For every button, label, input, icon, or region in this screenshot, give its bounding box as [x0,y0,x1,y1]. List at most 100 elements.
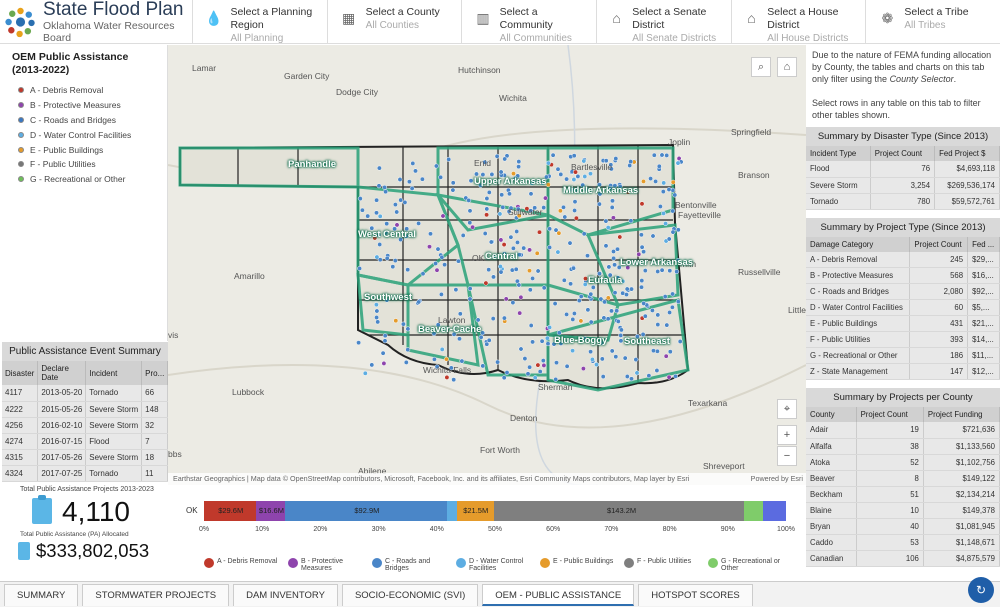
project-point[interactable] [567,240,573,246]
project-point[interactable] [494,153,500,159]
bar-segment[interactable] [447,501,457,521]
project-point[interactable] [625,189,631,195]
project-point[interactable] [651,348,656,354]
project-point[interactable] [603,218,609,224]
project-point[interactable] [470,224,476,230]
project-point[interactable] [404,226,410,232]
project-point[interactable] [545,341,551,347]
table-row[interactable]: Canadian 106 $4,875,579 [806,550,1000,567]
project-point[interactable] [521,245,527,251]
project-point[interactable] [457,311,463,317]
table-row[interactable]: 4222 2015-05-26 Severe Storm 148 [2,401,168,418]
project-point[interactable] [374,210,379,216]
project-point[interactable] [571,265,576,271]
project-point[interactable] [620,278,626,284]
project-point[interactable] [474,171,479,177]
project-point[interactable] [603,243,609,249]
project-point[interactable] [655,312,661,318]
project-point[interactable] [661,210,666,216]
project-point[interactable] [516,159,522,165]
project-point[interactable] [369,225,375,231]
project-point[interactable] [433,163,439,169]
project-point[interactable] [501,375,507,381]
project-point[interactable] [613,156,619,162]
project-point[interactable] [446,156,452,162]
table-row[interactable]: Caddo 53 $1,148,671 [806,534,1000,551]
project-point[interactable] [459,358,465,364]
project-point[interactable] [515,239,520,245]
project-point[interactable] [527,247,533,253]
project-point[interactable] [453,287,459,293]
column-header[interactable]: Project Funding [923,407,1000,422]
project-point[interactable] [512,175,518,181]
project-point[interactable] [622,355,628,361]
table-row[interactable]: Bryan 40 $1,081,945 [806,518,1000,535]
project-point[interactable] [397,177,403,182]
project-point[interactable] [601,315,607,321]
project-point[interactable] [483,280,489,286]
project-point[interactable] [484,196,490,201]
project-point[interactable] [639,284,644,290]
column-header[interactable]: Incident [85,361,143,385]
project-point[interactable] [409,185,415,191]
project-point[interactable] [502,251,507,257]
project-point[interactable] [618,332,624,338]
table-row[interactable]: 4117 2013-05-20 Tornado 66 [2,385,168,402]
bar-segment[interactable] [256,501,286,521]
project-point[interactable] [573,215,579,221]
project-point[interactable] [490,316,496,322]
project-point[interactable] [557,208,563,214]
project-point[interactable] [666,236,672,242]
project-point[interactable] [478,182,484,188]
project-point[interactable] [467,208,473,214]
project-point[interactable] [448,365,454,371]
project-point[interactable] [457,336,462,342]
project-point[interactable] [667,268,673,274]
project-point[interactable] [357,266,363,271]
tribe-selector[interactable]: ❁ Select a Tribe All Tribes [866,0,1000,43]
bar-segment[interactable] [456,501,494,521]
project-point[interactable] [382,184,388,190]
project-point[interactable] [607,272,613,278]
community-selector[interactable]: ▥ Select a Community All Communities [462,0,598,44]
project-point[interactable] [482,231,488,236]
project-point[interactable] [440,213,446,219]
project-point[interactable] [664,322,670,328]
project-point[interactable] [486,337,492,343]
project-point[interactable] [398,197,404,203]
project-point[interactable] [624,292,629,298]
project-point[interactable] [537,369,543,375]
bar-segment[interactable] [763,501,786,521]
project-point[interactable] [518,294,524,300]
project-point[interactable] [383,230,389,236]
project-point[interactable] [617,234,623,240]
project-point[interactable] [677,339,683,344]
project-point[interactable] [451,377,457,383]
project-point[interactable] [516,164,522,170]
project-point[interactable] [581,231,587,237]
project-point[interactable] [585,307,591,313]
project-point[interactable] [480,363,486,369]
project-point[interactable] [614,308,620,314]
project-point[interactable] [376,165,382,171]
project-point[interactable] [488,239,494,245]
project-point[interactable] [392,226,398,232]
project-point[interactable] [528,191,534,197]
project-point[interactable] [642,268,648,274]
project-point[interactable] [571,153,577,159]
project-point[interactable] [486,267,492,273]
county-selector[interactable]: ▦ Select a County All Counties [328,0,463,43]
table-row[interactable]: 4256 2016-02-10 Severe Storm 32 [2,417,168,434]
project-point[interactable] [504,370,510,376]
tab-oem-public-assistance[interactable]: OEM - PUBLIC ASSISTANCE [482,584,635,606]
project-point[interactable] [670,179,676,185]
project-point[interactable] [667,310,673,315]
project-point[interactable] [482,159,488,165]
project-point[interactable] [552,301,558,307]
project-point[interactable] [420,271,426,277]
project-point[interactable] [675,299,681,305]
project-point[interactable] [627,163,633,168]
project-point[interactable] [522,356,528,362]
project-point[interactable] [670,229,676,235]
project-point[interactable] [545,160,551,166]
